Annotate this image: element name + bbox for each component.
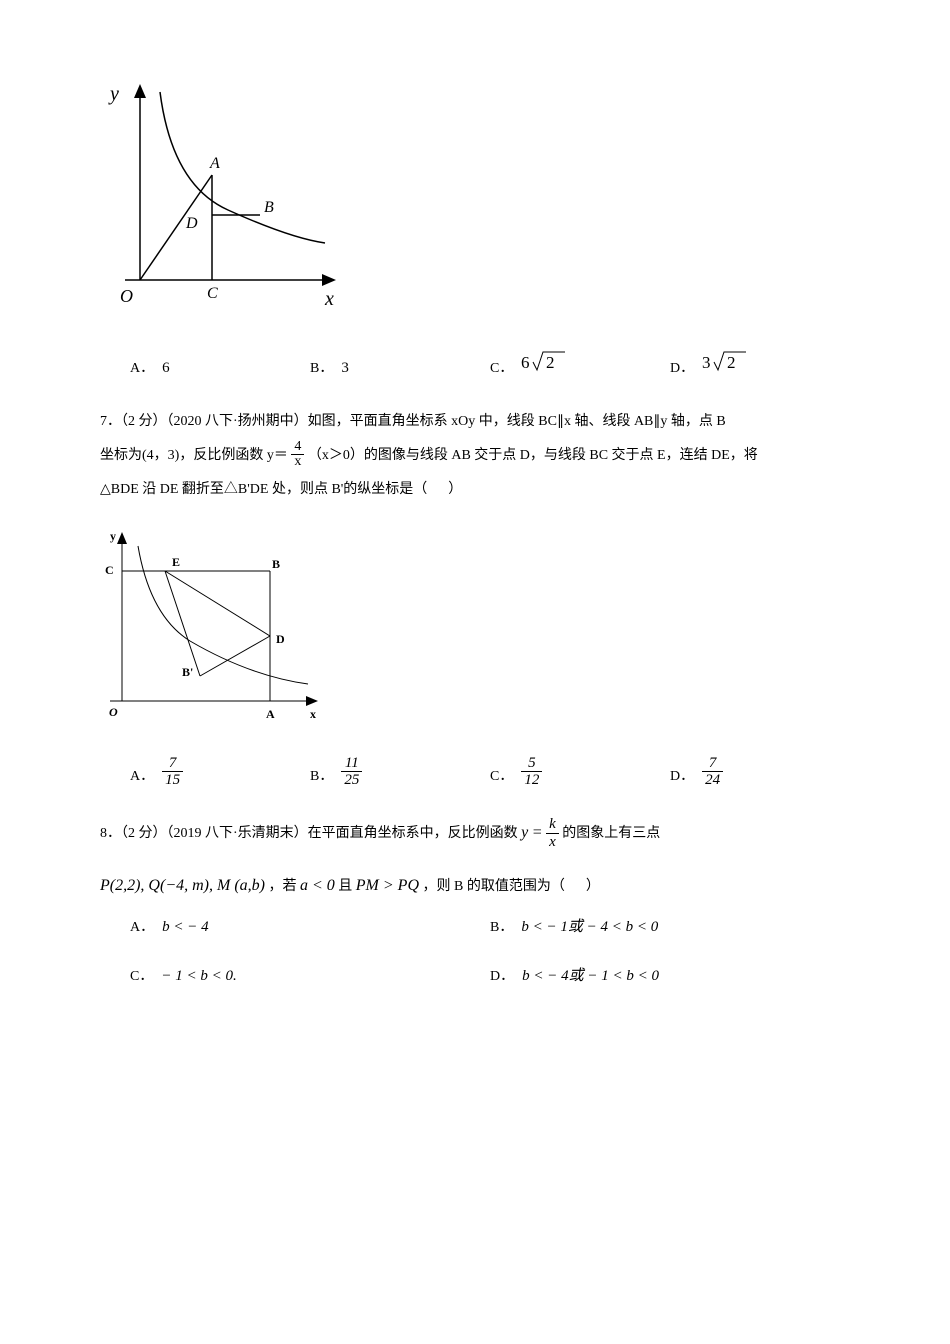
- opt-B-frac: 11 25: [341, 755, 362, 789]
- svg-text:3: 3: [702, 353, 711, 372]
- opt-D-value: 32: [702, 348, 747, 380]
- figure-1: y x O A B D C: [100, 80, 850, 328]
- opt-C-letter: C．: [490, 358, 513, 380]
- label-D: D: [185, 215, 198, 232]
- q6-options: A． 6 B． 3 C． 62 D． 32: [130, 348, 850, 380]
- opt-D-frac: 7 24: [702, 755, 723, 789]
- svg-text:6: 6: [521, 353, 530, 372]
- opt-C-letter: C．: [130, 966, 153, 988]
- opt-A-frac: 7 15: [162, 755, 183, 789]
- opt-A-letter: A．: [130, 766, 154, 788]
- origin-label: O: [109, 705, 118, 719]
- q7-line1: 7．（2 分）（2020 八下·扬州期中）如图，平面直角坐标系 xOy 中，线段…: [100, 405, 850, 439]
- fig1-svg: y x O A B D C: [100, 80, 350, 320]
- label-B: B: [272, 557, 280, 571]
- label-C: C: [105, 563, 114, 577]
- opt-C-letter: C．: [490, 766, 513, 788]
- q7-text: 7．（2 分）（2020 八下·扬州期中）如图，平面直角坐标系 xOy 中，线段…: [100, 405, 850, 506]
- axis-x-label: x: [324, 288, 334, 310]
- q7-line3: △BDE 沿 DE 翻折至△B'DE 处，则点 B'的纵坐标是（ ）: [100, 473, 850, 507]
- label-Bp: B': [182, 665, 193, 679]
- option-B[interactable]: B． 3: [310, 356, 490, 380]
- q8-option-D[interactable]: D． b < − 4或 − 1 < b < 0: [490, 964, 850, 988]
- option-C[interactable]: C． 62: [490, 348, 670, 380]
- q8-line1: 8．（2 分）（2019 八下·乐清期末）在平面直角坐标系中，反比例函数 y =…: [100, 814, 850, 852]
- q8-option-C[interactable]: C． − 1 < b < 0.: [130, 964, 490, 988]
- option-A[interactable]: A． 6: [130, 356, 310, 380]
- label-D: D: [276, 632, 285, 646]
- opt-C-frac: 5 12: [521, 755, 542, 789]
- svg-text:2: 2: [546, 353, 555, 372]
- axis-y-label: y: [110, 529, 116, 543]
- svg-text:2: 2: [727, 353, 736, 372]
- q8-option-A[interactable]: A． b < − 4: [130, 915, 490, 939]
- q7-option-C[interactable]: C． 5 12: [490, 755, 670, 789]
- q8-options: A． b < − 4 B． b < − 1或 − 4 < b < 0 C． − …: [130, 915, 850, 1013]
- label-B: B: [264, 199, 274, 216]
- opt-D-letter: D．: [670, 358, 694, 380]
- option-D[interactable]: D． 32: [670, 348, 850, 380]
- opt-D-letter: D．: [670, 766, 694, 788]
- q8-line2: P(2,2), Q(−4, m), M (a,b) ，若 a < 0 且 PM …: [100, 867, 850, 905]
- label-A: A: [209, 155, 220, 172]
- opt-B-letter: B．: [310, 358, 333, 380]
- opt-A-letter: A．: [130, 358, 154, 380]
- opt-A-letter: A．: [130, 917, 154, 939]
- opt-A-text: b < − 4: [162, 915, 209, 939]
- figure-2: y x O C E B D B' A: [100, 526, 850, 734]
- q7-line2: 坐标为(4，3)，反比例函数 y＝ 4 x （x＞0）的图像与线段 AB 交于点…: [100, 439, 850, 473]
- opt-D-text: b < − 4或 − 1 < b < 0: [522, 964, 659, 988]
- q7-fraction: 4 x: [291, 440, 304, 472]
- q8-option-B[interactable]: B． b < − 1或 − 4 < b < 0: [490, 915, 850, 939]
- label-E: E: [172, 555, 180, 569]
- opt-D-letter: D．: [490, 966, 514, 988]
- origin-label: O: [120, 286, 133, 306]
- axis-y-label: y: [108, 83, 119, 105]
- opt-B-value: 3: [341, 356, 349, 380]
- label-C: C: [207, 285, 218, 302]
- opt-C-text: − 1 < b < 0.: [161, 964, 236, 988]
- q8-fraction: k x: [546, 816, 559, 850]
- fig2-svg: y x O C E B D B' A: [100, 526, 330, 726]
- q7-option-B[interactable]: B． 11 25: [310, 755, 490, 789]
- opt-B-text: b < − 1或 − 4 < b < 0: [521, 915, 658, 939]
- q8-text: 8．（2 分）（2019 八下·乐清期末）在平面直角坐标系中，反比例函数 y =…: [100, 814, 850, 906]
- q7-option-A[interactable]: A． 7 15: [130, 755, 310, 789]
- axis-x-label: x: [310, 707, 316, 721]
- q7-options: A． 7 15 B． 11 25 C． 5 12 D． 7 24: [130, 755, 850, 789]
- opt-B-letter: B．: [490, 917, 513, 939]
- opt-C-value: 62: [521, 348, 566, 380]
- label-A: A: [266, 707, 275, 721]
- q7-option-D[interactable]: D． 7 24: [670, 755, 850, 789]
- opt-A-value: 6: [162, 356, 170, 380]
- opt-B-letter: B．: [310, 766, 333, 788]
